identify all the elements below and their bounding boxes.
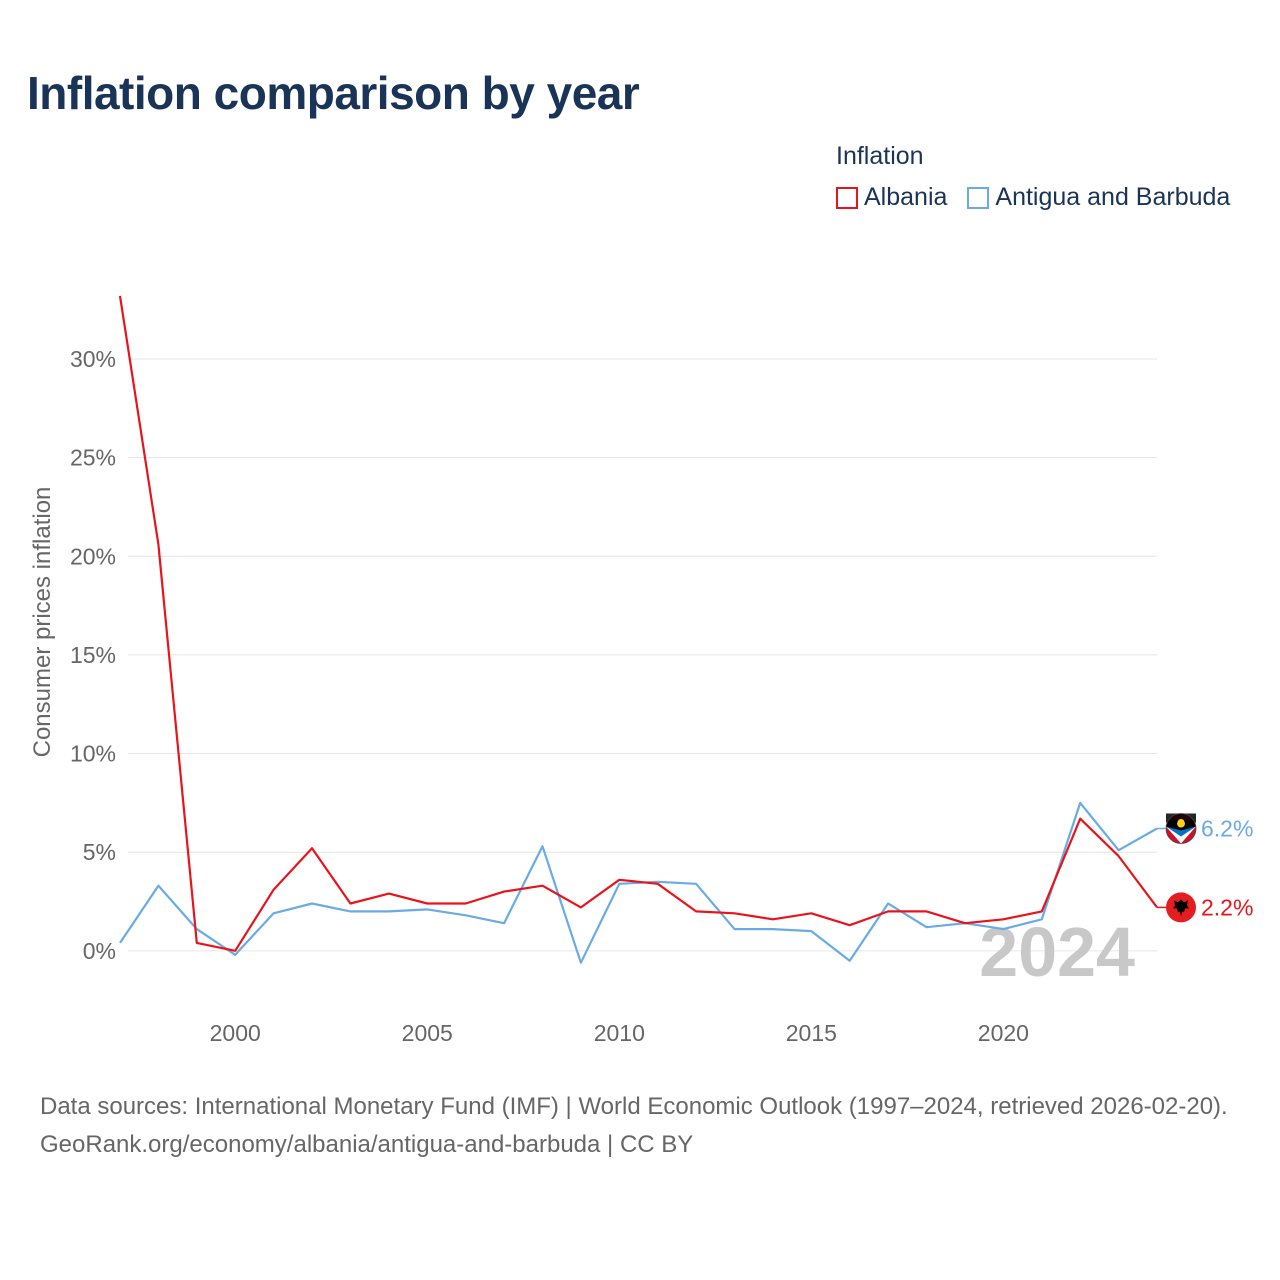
- y-tick-label: 0%: [83, 938, 116, 964]
- y-tick-label: 5%: [83, 839, 116, 865]
- legend-swatch-antigua-and-barbuda: [967, 186, 990, 209]
- data-sources-note: Data sources: International Monetary Fun…: [40, 1093, 1228, 1120]
- legend: Inflation Albania Antigua and Barbuda: [836, 142, 1230, 212]
- gridlines: [128, 358, 1157, 952]
- antigua-and-barbuda-flag-icon: [1165, 813, 1197, 844]
- end-value-label-albania: 2.2%: [1201, 894, 1253, 920]
- footer: Data sources: International Monetary Fun…: [40, 1088, 1250, 1164]
- end-markers: [1165, 813, 1197, 923]
- y-tick-label: 15%: [70, 642, 116, 668]
- x-tick-label: 2010: [594, 1020, 645, 1046]
- x-axis-ticks: 2000 2005 2010 2015 2020: [210, 1020, 1029, 1046]
- y-tick-label: 10%: [70, 741, 116, 767]
- y-tick-label: 20%: [70, 543, 116, 569]
- y-axis-label: Consumer prices inflation: [29, 487, 56, 758]
- legend-label-albania: Albania: [864, 183, 948, 211]
- legend-label-antigua-and-barbuda: Antigua and Barbuda: [995, 183, 1231, 211]
- legend-title: Inflation: [836, 142, 924, 170]
- albania-flag-icon: [1166, 892, 1196, 923]
- credit-link[interactable]: GeoRank.org/economy/albania/antigua-and-…: [40, 1131, 694, 1158]
- series-lines: [118, 295, 1158, 964]
- x-tick-label: 2020: [978, 1020, 1029, 1046]
- current-year-watermark: 2024: [979, 913, 1135, 991]
- y-tick-label: 30%: [70, 346, 116, 372]
- chart-title: Inflation comparison by year: [27, 67, 640, 119]
- legend-swatch-albania: [836, 186, 858, 209]
- y-tick-label: 25%: [70, 445, 116, 471]
- series-line-albania[interactable]: [118, 295, 1158, 952]
- x-tick-label: 2000: [210, 1020, 261, 1046]
- legend-item-antigua-and-barbuda[interactable]: Antigua and Barbuda: [967, 183, 1230, 212]
- y-axis-ticks: 0% 5% 10% 15% 20% 25% 30%: [70, 346, 116, 964]
- line-chart: 0% 5% 10% 15% 20% 25% 30% 2000 2005 2010 2015 2020…: [29, 295, 1253, 1046]
- end-value-label-antigua-and-barbuda: 6.2%: [1201, 816, 1253, 842]
- x-tick-label: 2015: [786, 1020, 837, 1046]
- x-tick-label: 2005: [402, 1020, 453, 1046]
- legend-item-albania[interactable]: Albania: [836, 183, 947, 212]
- end-labels: 6.2% 2.2%: [1157, 816, 1253, 920]
